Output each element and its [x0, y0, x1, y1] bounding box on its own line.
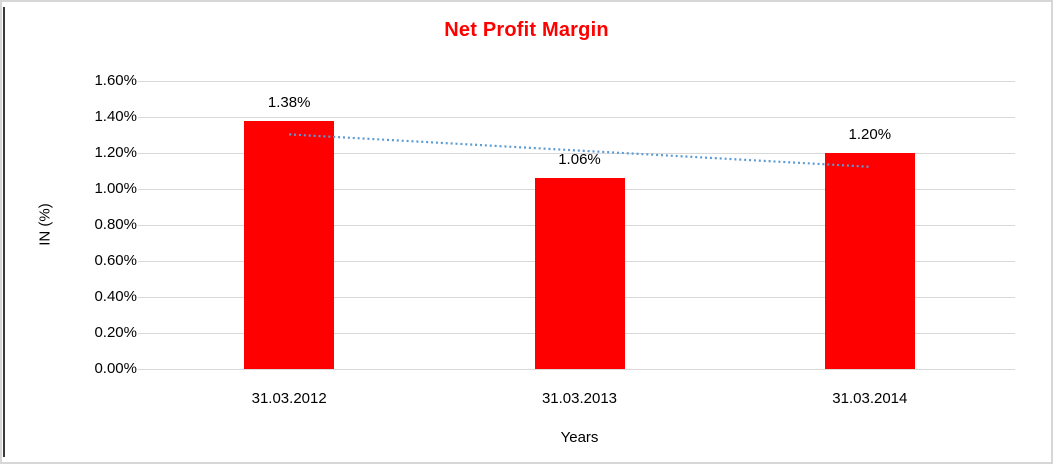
trendline: [289, 133, 870, 168]
y-tick-label: 0.80%: [94, 216, 137, 233]
x-tick-label: 31.03.2014: [832, 390, 908, 407]
gridline: [138, 369, 1015, 370]
bar-data-label: 1.38%: [267, 93, 311, 111]
gridline: [138, 81, 1015, 82]
x-tick-label: 31.03.2012: [251, 390, 327, 407]
y-axis-title: IN (%): [36, 203, 54, 246]
y-tick-label: 1.40%: [94, 108, 137, 125]
gridline: [138, 153, 1015, 154]
trendline-layer: [289, 133, 870, 168]
y-tick-label: 1.60%: [94, 72, 137, 89]
chart-title: Net Profit Margin: [444, 19, 609, 41]
y-tick-label: 0.40%: [94, 288, 137, 305]
plot-area: 1.38% 1.06% 1.20%: [138, 81, 1015, 370]
bar-31.03.2014: [824, 153, 915, 369]
bar-31.03.2012: [244, 120, 335, 369]
gridline: [138, 117, 1015, 118]
y-tick-label: 1.20%: [94, 144, 137, 161]
y-tick-label: 0.00%: [94, 360, 137, 377]
y-tick-label: 1.00%: [94, 180, 137, 197]
y-tick-label: 0.60%: [94, 252, 137, 269]
bar-31.03.2013: [534, 178, 625, 369]
y-tick-label: 0.20%: [94, 324, 137, 341]
x-tick-label: 31.03.2013: [541, 390, 618, 407]
x-axis-title: Years: [560, 429, 599, 446]
bar-data-label: 1.20%: [848, 126, 892, 143]
bar-data-label: 1.06%: [558, 151, 601, 169]
